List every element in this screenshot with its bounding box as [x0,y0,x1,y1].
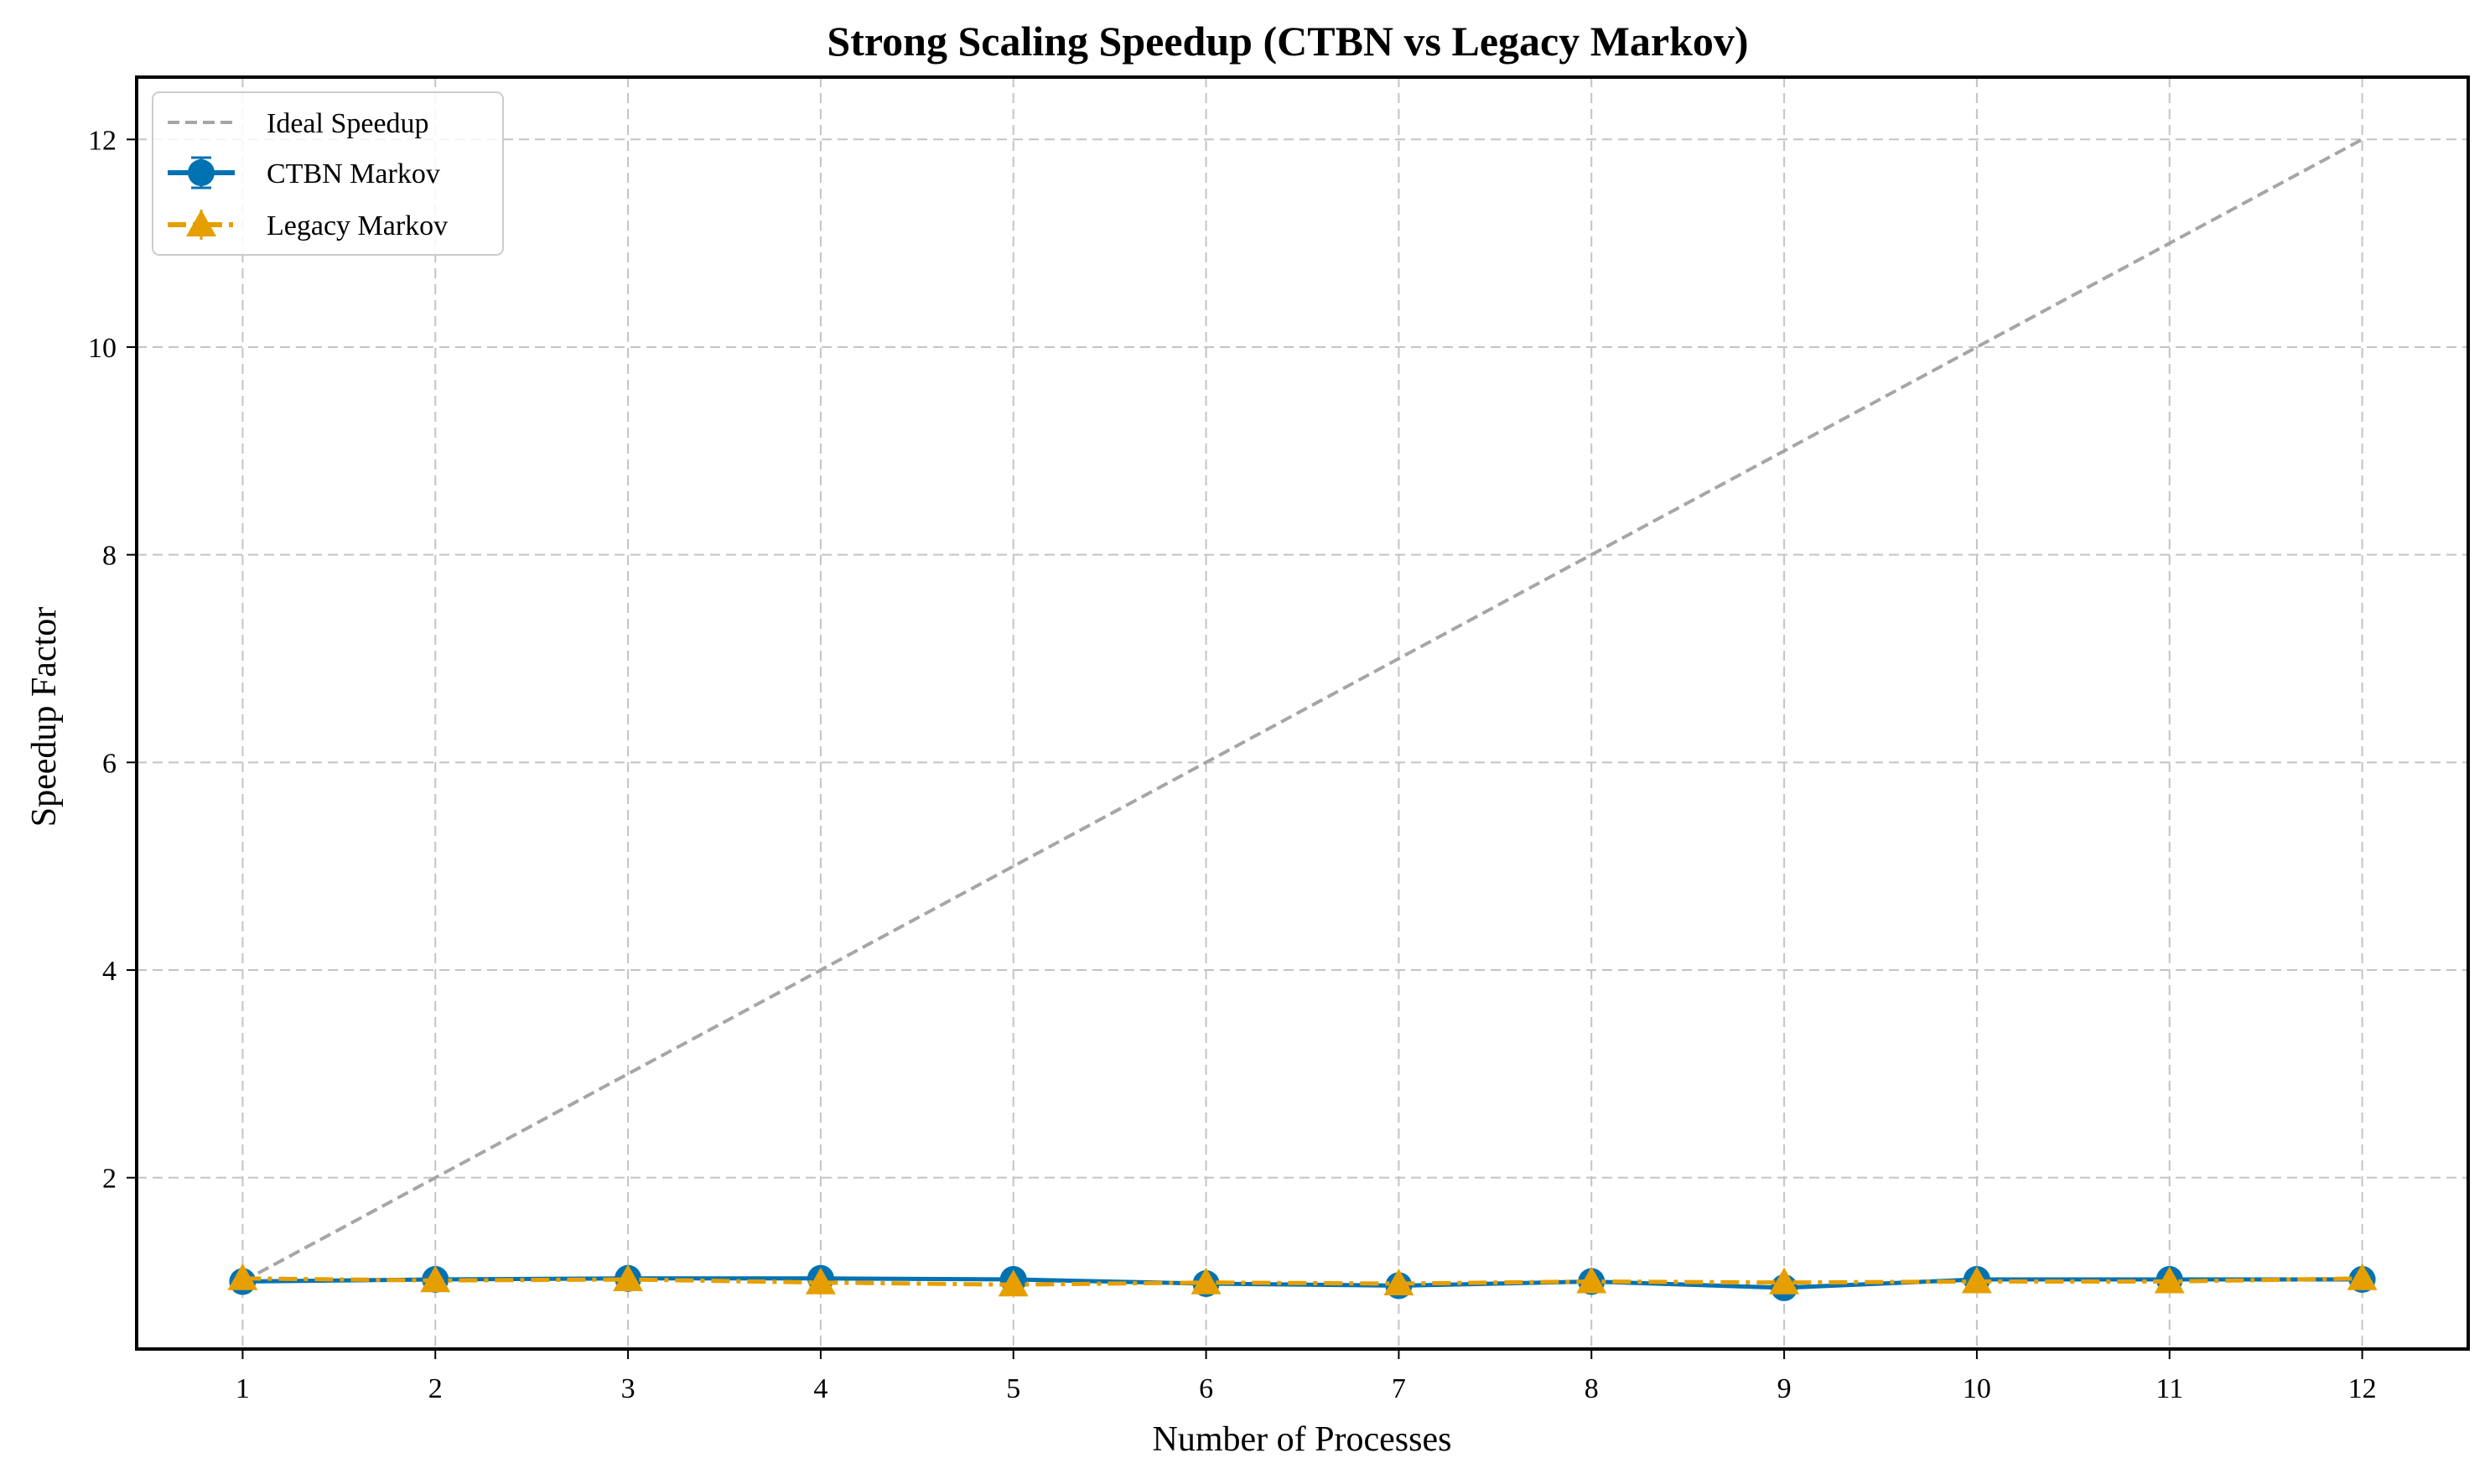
ideal-speedup-line [241,138,2363,1284]
x-tick-label: 9 [1777,1373,1792,1404]
y-tick-label: 10 [88,333,117,364]
legacy-markov-point [613,1264,644,1292]
legacy-markov-point [805,1267,836,1295]
x-axis-label: Number of Processes [1153,1420,1452,1459]
y-tick-label: 6 [102,748,117,779]
legacy-markov-line [242,1276,2363,1287]
x-tick-label: 7 [1392,1373,1406,1404]
legend-box [152,91,504,256]
series-layer [227,138,2378,1301]
legacy-markov-point [1576,1266,1607,1294]
x-tick-label: 8 [1585,1373,1599,1404]
plot-frame [135,75,2470,1351]
x-tick-label: 6 [1199,1373,1213,1404]
legacy-markov-point [2154,1266,2185,1294]
x-tick-label: 1 [236,1373,250,1404]
y-tick-label: 12 [88,125,117,156]
x-tick-label: 11 [2155,1373,2183,1404]
x-tick-label: 4 [813,1373,827,1404]
x-tick-label: 12 [2348,1373,2377,1404]
grid [137,77,2468,1349]
chart-title: Strong Scaling Speedup (CTBN vs Legacy M… [827,18,1748,65]
legend-ctbn-label: CTBN Markov [267,158,440,189]
legend: Ideal Speedup CTBN Markov Legacy Markov [152,91,504,256]
y-axis-label: Speedup Factor [25,607,64,827]
legend-legacy-label: Legacy Markov [267,210,448,241]
x-tick-label: 5 [1006,1373,1020,1404]
x-tick-label: 2 [428,1373,443,1404]
y-tick-label: 4 [102,956,117,987]
legacy-markov-point [1769,1267,1800,1295]
legacy-markov-point [420,1265,451,1293]
legend-ctbn-marker [188,159,215,186]
x-tick-label: 3 [621,1373,635,1404]
x-tick-label: 10 [1963,1373,1991,1404]
y-tick-label: 2 [102,1164,117,1195]
legacy-markov-point [227,1263,258,1290]
legacy-markov-point [1191,1267,1222,1295]
legacy-markov-point [998,1269,1029,1297]
legacy-markov-point [1961,1266,1992,1294]
legend-legacy-marker [186,210,216,236]
legacy-markov-point [2347,1263,2378,1290]
legacy-markov-point [1383,1268,1414,1295]
y-tick-label: 8 [102,541,117,572]
legend-ideal-label: Ideal Speedup [267,108,429,139]
